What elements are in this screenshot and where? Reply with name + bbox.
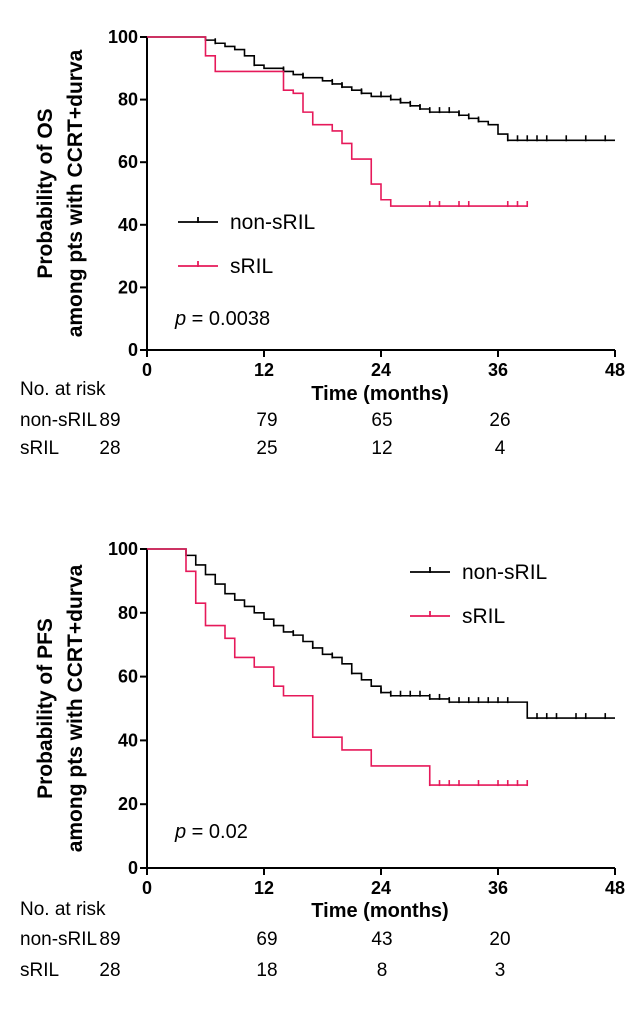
x-tick-label: 0 [142,878,152,898]
risk-count: 28 [99,438,120,459]
risk-row-label: sRIL [20,438,59,459]
x-tick-label: 12 [254,878,274,898]
p-symbol: p [174,308,186,330]
risk-count: 18 [256,960,277,981]
y-tick-label: 20 [118,277,138,297]
y-tick-label: 20 [118,794,138,814]
risk-row-label: sRIL [20,960,59,981]
p-value-annotation: p = 0.0038 [174,308,270,330]
risk-table-heading: No. at risk [20,899,106,920]
risk-count: 79 [256,410,277,431]
risk-count: 4 [495,438,506,459]
km-curve-non-sril [147,548,615,719]
risk-count: 25 [256,438,277,459]
y-axis-subtitle: among pts with CCRT+durva [64,564,87,852]
risk-count: 12 [371,438,392,459]
x-axis-title: Time (months) [311,900,448,922]
km-curve-sril [147,36,528,207]
risk-row-label: non-sRIL [20,410,97,431]
km-curve-sril [147,548,528,786]
y-tick-label: 0 [128,858,138,878]
x-tick-label: 24 [371,360,391,380]
x-tick-label: 48 [605,878,625,898]
x-tick-label: 36 [488,360,508,380]
y-tick-label: 100 [108,539,138,559]
legend-label: sRIL [462,605,505,628]
x-axis-title: Time (months) [311,383,448,405]
y-axis-subtitle: among pts with CCRT+durva [64,49,87,337]
legend-label: non-sRIL [462,561,547,584]
y-tick-label: 60 [118,667,138,687]
x-tick-label: 48 [605,360,625,380]
x-tick-label: 12 [254,360,274,380]
risk-count: 3 [495,960,506,981]
p-value: = 0.0038 [186,308,270,330]
y-tick-label: 0 [128,340,138,360]
legend-label: non-sRIL [230,211,315,234]
risk-table-heading: No. at risk [20,379,106,400]
y-tick-label: 40 [118,730,138,750]
y-axis-title: Probability of PFS [34,618,57,799]
risk-count: 89 [99,410,120,431]
y-tick-label: 80 [118,603,138,623]
x-tick-label: 0 [142,360,152,380]
risk-count: 28 [99,960,120,981]
p-value: = 0.02 [186,821,248,843]
x-tick-label: 36 [488,878,508,898]
y-tick-label: 60 [118,152,138,172]
p-value-annotation: p = 0.02 [174,821,248,843]
p-symbol: p [174,821,186,843]
risk-row-label: non-sRIL [20,929,97,950]
km-panel-pfs: 0 20 40 60 80 100 0 12 24 36 48 Probability of PFS a… [20,539,625,981]
risk-count: 20 [489,929,510,950]
y-axis-title: Probability of OS [34,108,57,278]
y-tick-label: 80 [118,90,138,110]
risk-count: 8 [377,960,388,981]
x-tick-label: 24 [371,878,391,898]
risk-count: 65 [371,410,392,431]
risk-count: 69 [256,929,277,950]
risk-count: 26 [489,410,510,431]
km-curve-non-sril [147,36,615,142]
y-tick-label: 40 [118,215,138,235]
km-panel-os: 0 20 40 60 80 100 0 12 24 36 48 Probability of OS am… [20,27,625,459]
y-tick-label: 100 [108,27,138,47]
risk-count: 89 [99,929,120,950]
risk-count: 43 [371,929,392,950]
legend-label: sRIL [230,255,273,278]
